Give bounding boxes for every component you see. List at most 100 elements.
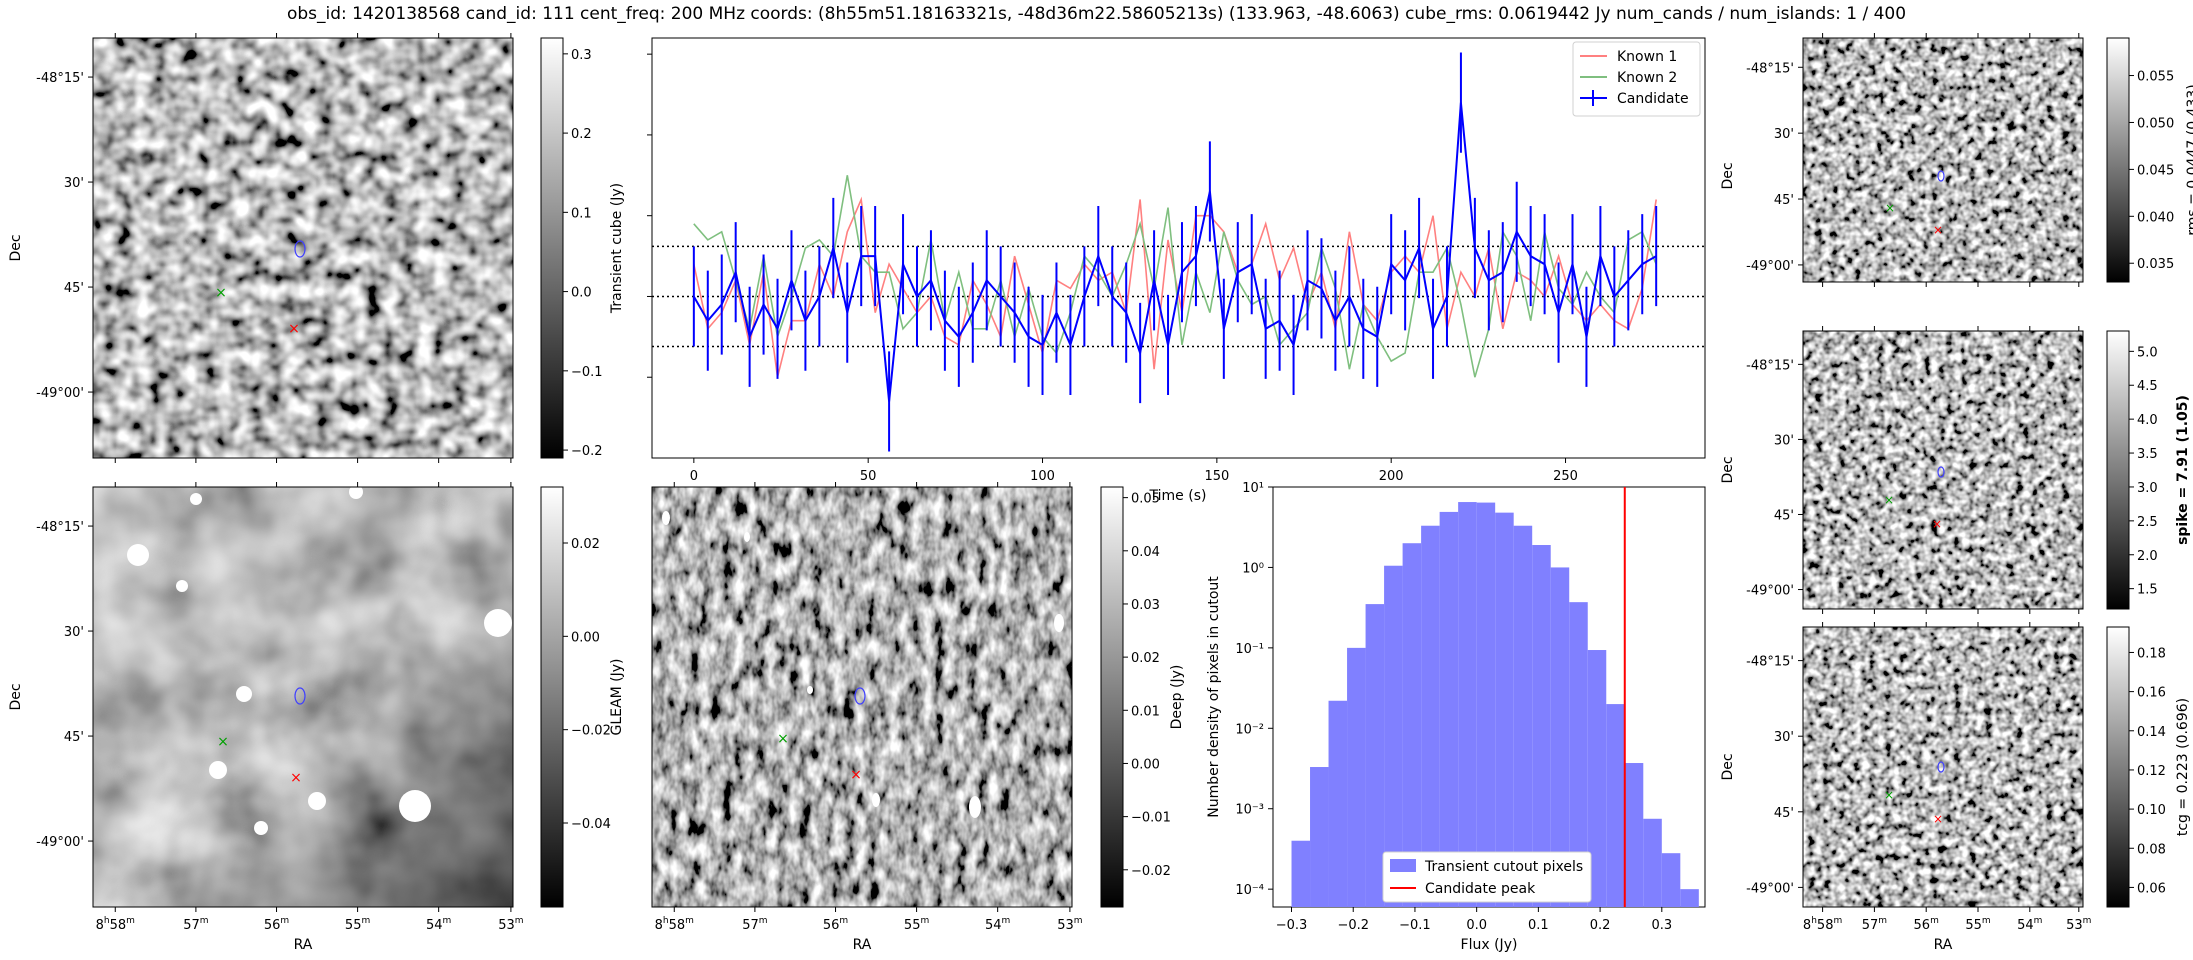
spike-panel: × × -48°15' 30' 45' -49°00' Dec [1720,326,2084,614]
legend-known1-label: Known 1 [1617,49,1677,65]
x-tick-label: 0.1 [1528,918,1549,933]
deep-source [872,793,880,807]
histogram-xlabel: Flux (Jy) [1461,937,1518,953]
gleam-source [127,544,149,566]
ra-tick-label: 53m [1057,916,1082,933]
y-tick-label: 10⁰ [1242,561,1264,576]
candidate-marker: × [288,321,300,337]
dec-tick-label: 30' [64,625,84,640]
ra-hours-unit: h [104,916,110,926]
colorbar-tick-label: 0.035 [2137,257,2174,272]
deep-source [1054,614,1064,632]
ra-minutes-unit: m [200,916,209,926]
histogram-panel: −0.3 −0.2 −0.1 0.0 0.1 0.2 0.3 10⁻⁴10⁻³10⁻²10⁻… [1206,481,1706,953]
transient-cube-frame [92,37,514,459]
ra-tick-label: 57m [742,916,767,933]
colorbar-tick-label: 0.01 [1131,704,1160,719]
colorbar-label: Transient cube (Jy) [609,183,625,314]
ra-minutes: 53 [498,918,515,933]
gleam-bright-sources [127,485,512,835]
histogram-bar [1569,602,1588,907]
tcg-frame [1802,626,2084,908]
ra-minutes: 57 [1862,918,1879,933]
colorbar-tick-label: 0.1 [571,206,592,221]
ra-minutes-unit: m [920,916,929,926]
colorbar-tick-label: 0.055 [2137,70,2174,85]
ra-minutes-unit: m [1930,916,1939,926]
x-tick-label: 50 [860,469,877,484]
colorbar-gradient [2106,330,2130,610]
ra-hours: 8 [655,918,663,933]
dec-tick-label: 45' [1774,508,1794,523]
ra-tick-label: 56m [1914,916,1939,933]
candidate-contour [294,687,306,705]
ra-minutes-unit: m [1982,916,1991,926]
dec-tick-label: -49°00' [1746,584,1794,599]
known-source-marker: × [217,734,229,750]
ra-minutes: 54 [426,918,443,933]
gleam-shading [93,487,513,907]
histogram-ylabel: Number density of pixels in cutout [1206,576,1222,818]
known-source-marker: × [1884,788,1894,802]
dec-axis-label: Dec [1720,162,1736,189]
histogram-bar [1347,647,1366,907]
x-tick-label: −0.2 [1337,918,1369,933]
ra-minutes: 55 [1965,918,1982,933]
colorbar-tick-label: 4.0 [2137,413,2158,428]
known-source-marker: × [1884,493,1894,507]
colorbar-gradient [2106,626,2130,908]
colorbar-tick-label: 3.0 [2137,481,2158,496]
colorbar-tick-label: −0.02 [1131,864,1171,879]
histogram-bar [1458,502,1477,907]
deep-source [807,686,813,694]
dec-tick-label: -48°15' [1746,358,1794,373]
colorbar-tick-label: 0.18 [2137,646,2166,661]
colorbar-label: Deep (Jy) [1169,665,1185,730]
dec-tick-label: -48°15' [1746,61,1794,76]
gleam-source [349,485,363,499]
histogram-bar [1532,545,1551,907]
colorbar-tick-label: 0.00 [1131,757,1160,772]
transient-colorbar: 0.3 0.2 0.1 0.0 −0.1 −0.2 Transient cube (Jy) [540,37,625,459]
candidate-marker: × [1933,812,1943,826]
histogram-bar [1402,543,1422,907]
ra-axis-label: RA [294,937,313,953]
dec-tick-label: 30' [1774,433,1794,448]
ra-minutes-unit: m [1833,916,1842,926]
ra-minutes-unit: m [2034,916,2043,926]
deep-colorbar: 0.05 0.04 0.03 0.02 0.01 0.00 −0.01 −0.02 Deep (… [1100,486,1185,908]
dec-tick-label: -49°00' [1746,881,1794,896]
colorbar-tick-label: 4.5 [2137,379,2158,394]
ra-minutes: 56 [1914,918,1931,933]
colorbar-gradient [540,37,564,459]
transient-dec-axis: -48°15' 30' 45' -49°00' Dec [8,71,93,401]
ra-minutes: 58 [669,918,686,933]
dec-tick-label: -49°00' [36,835,84,850]
deep-source [969,796,981,818]
colorbar-tick-label: 3.5 [2137,447,2158,462]
colorbar-tick-label: 2.5 [2137,515,2158,530]
ra-tick-label: 53m [2066,916,2091,933]
ra-tick-label: 54m [426,916,451,933]
light-curve-x-axis: 0 50 100 150 200 250 [690,458,1578,484]
histogram-bar [1624,763,1644,907]
light-curve-legend: Known 1 Known 2 Candidate [1572,41,1701,117]
ra-hours: 8 [96,918,104,933]
colorbar-tick-label: 0.12 [2137,764,2166,779]
colorbar-tick-label: 0.14 [2137,725,2166,740]
dec-tick-label: 45' [64,730,84,745]
ra-minutes-unit: m [685,916,694,926]
ra-minutes-unit: m [280,916,289,926]
light-curve-y-axis [647,53,652,378]
spike-colorbar: 5.0 4.5 4.0 3.5 3.0 2.5 2.0 1.5 spike = 7.91 (1.… [2106,330,2191,610]
colorbar-tick-label: 5.0 [2137,345,2158,360]
ra-minutes-unit: m [759,916,768,926]
histogram-bar [1365,604,1385,907]
dec-axis-label: Dec [8,234,24,261]
histogram-bar [1310,767,1329,907]
dec-tick-label: 45' [1774,193,1794,208]
known-source-marker: × [1885,201,1895,215]
ra-tick-label: 55m [1965,916,1990,933]
colorbar-tick-label: 0.2 [571,127,592,142]
